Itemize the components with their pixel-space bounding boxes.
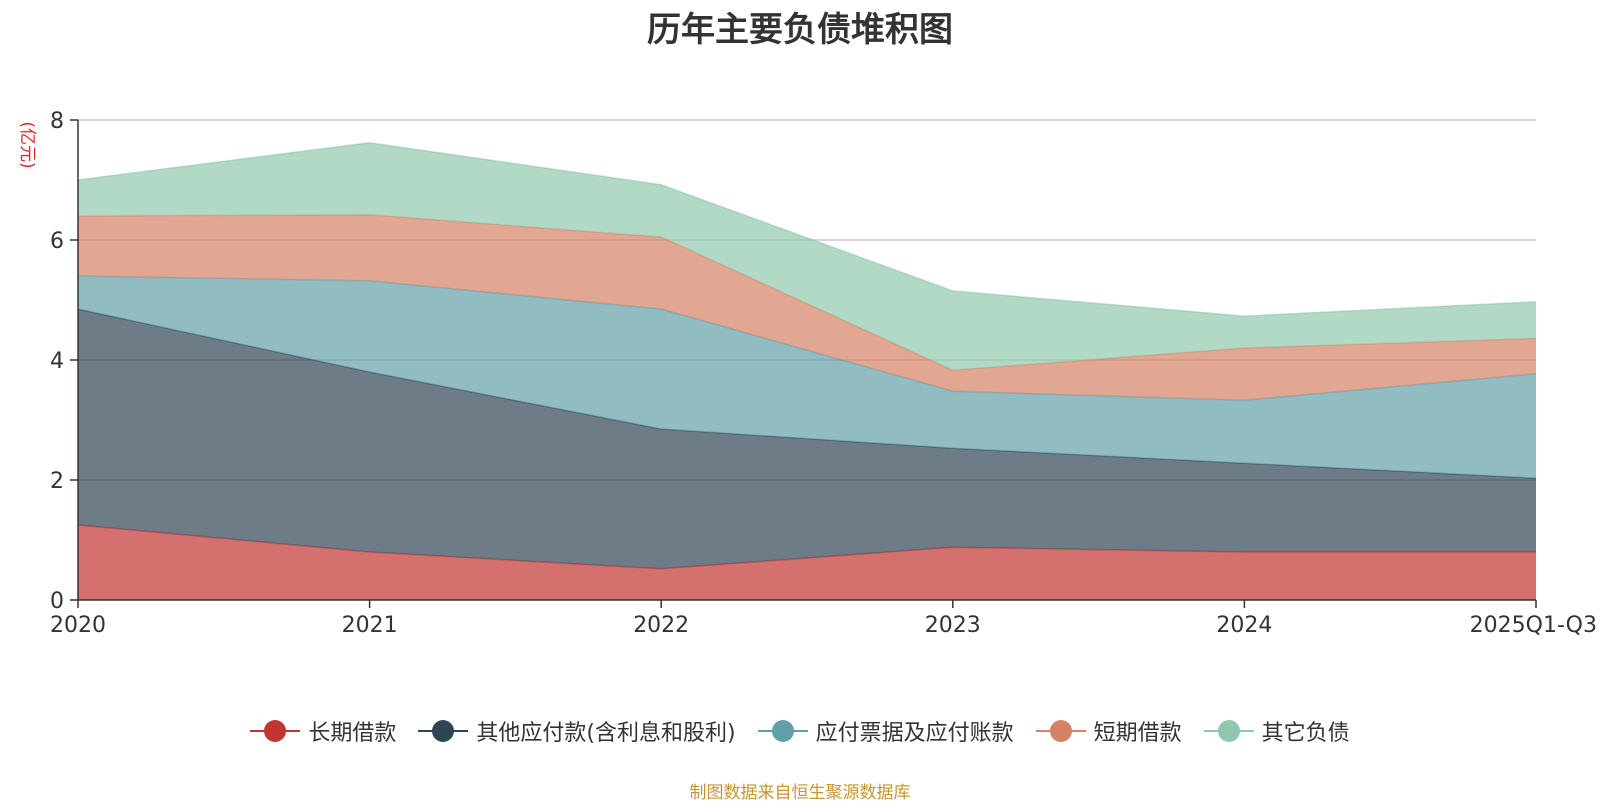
legend-label: 其它负债: [1261, 721, 1350, 746]
y-tick-label: 8: [50, 109, 64, 134]
legend-label: 应付票据及应付账款: [815, 721, 1014, 746]
y-tick-label: 2: [50, 469, 64, 494]
area-series-edge-4: [77, 142, 1537, 317]
y-tick-label: 0: [50, 589, 64, 614]
legend-label: 短期借款: [1093, 721, 1182, 746]
x-tick-label: 2020: [50, 613, 106, 638]
y-unit-label: (亿元): [17, 121, 37, 168]
legend: 长期借款 其他应付款(含利息和股利) 应付票据及应付账款 短期借款 其它负债: [0, 715, 1600, 747]
chart-title: 历年主要负债堆积图: [647, 10, 953, 50]
legend-item-1[interactable]: 其他应付款(含利息和股利): [418, 715, 736, 747]
legend-marker-icon: [418, 719, 469, 743]
axes: 0 2 4 6 8 2020 2021 2022 2023 2024 2025Q1-Q3: [50, 109, 1597, 638]
legend-item-4[interactable]: 其它负债: [1203, 715, 1350, 747]
legend-item-3[interactable]: 短期借款: [1035, 715, 1182, 747]
legend-item-2[interactable]: 应付票据及应付账款: [757, 715, 1014, 747]
area-series-2: [78, 276, 1536, 479]
x-tick-label: 2025Q1-Q3: [1470, 613, 1597, 638]
legend-label: 其他应付款(含利息和股利): [476, 721, 736, 746]
y-tick-label: 4: [50, 349, 64, 374]
x-tick-label: 2022: [633, 613, 689, 638]
y-tick-label: 6: [50, 229, 64, 254]
area-series: [77, 142, 1537, 600]
source-note: 制图数据来自恒生聚源数据库: [689, 783, 911, 803]
legend-marker-icon: [250, 719, 301, 743]
x-tick-label: 2023: [925, 613, 981, 638]
legend-label: 长期借款: [308, 721, 397, 746]
area-series-0: [78, 525, 1536, 600]
legend-marker-icon: [757, 719, 808, 743]
area-series-4: [78, 142, 1536, 371]
x-tick-label: 2021: [342, 613, 398, 638]
legend-marker-icon: [1203, 719, 1254, 743]
x-tick-label: 2024: [1216, 613, 1272, 638]
legend-item-0[interactable]: 长期借款: [250, 715, 396, 747]
legend-marker-icon: [1035, 719, 1086, 743]
